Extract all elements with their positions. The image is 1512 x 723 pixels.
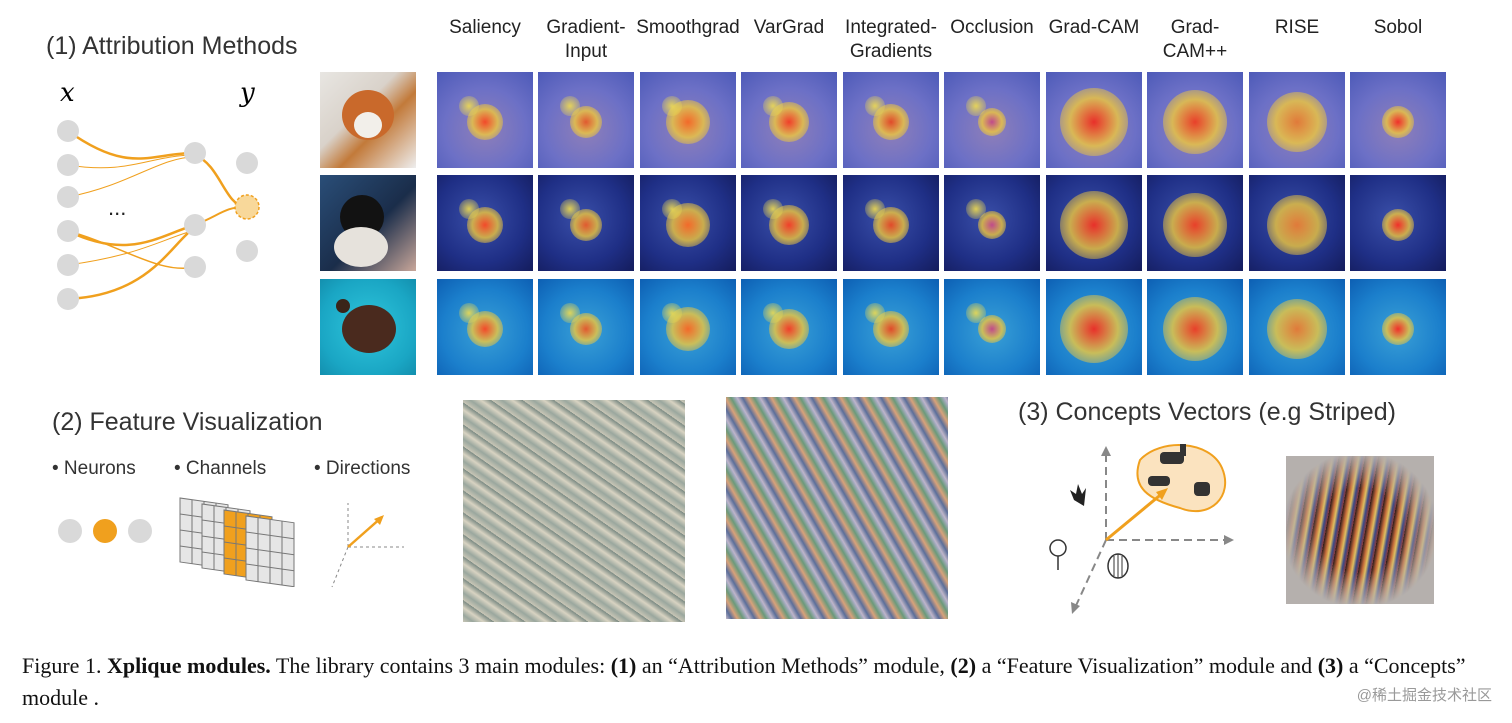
attribution-heatmap — [741, 175, 837, 271]
heat-spot — [1163, 90, 1227, 154]
mixed-feature-image — [726, 397, 948, 619]
method-label: Sobol — [1373, 17, 1423, 38]
heat-spot — [1267, 92, 1327, 152]
heat-spot — [560, 303, 580, 323]
original-cat-image — [320, 175, 416, 271]
attribution-heatmap — [1350, 175, 1446, 271]
heat-spot — [1060, 88, 1128, 156]
directions-icon — [331, 503, 404, 588]
heat-spot — [763, 303, 783, 323]
attribution-heatmap — [538, 175, 634, 271]
attribution-heatmap — [640, 175, 736, 271]
method-label: Grad- CAM++ — [1162, 17, 1228, 62]
network-diagram: x y ... — [57, 78, 260, 310]
attribution-heatmap — [843, 279, 939, 375]
heat-spot — [662, 96, 682, 116]
attribution-heatmap — [640, 279, 736, 375]
attribution-heatmap — [437, 279, 533, 375]
striped-concept-image — [1286, 456, 1434, 604]
attribution-heatmap — [944, 72, 1040, 168]
x-symbol: x — [60, 78, 75, 108]
attribution-heatmap — [1350, 72, 1446, 168]
method-label: VarGrad — [753, 17, 825, 38]
attribution-heatmap — [1046, 72, 1142, 168]
original-fox-image — [320, 72, 416, 168]
ellipsis: ... — [108, 195, 126, 220]
zebra-icon — [1160, 444, 1186, 464]
original-turtle-image — [320, 279, 416, 375]
method-label: Occlusion — [950, 17, 1034, 38]
attribution-heatmap — [1147, 175, 1243, 271]
attribution-heatmap — [640, 72, 736, 168]
attribution-heatmap — [944, 175, 1040, 271]
attribution-heatmap — [437, 72, 533, 168]
attribution-heatmap — [1249, 279, 1345, 375]
heat-spot — [459, 96, 479, 116]
attribution-heatmap — [1249, 72, 1345, 168]
method-label: Gradient- Input — [546, 17, 626, 62]
heat-spot — [865, 303, 885, 323]
attribution-heatmap — [1147, 279, 1243, 375]
attribution-heatmap — [741, 279, 837, 375]
heat-spot — [1382, 313, 1414, 345]
heat-spot — [865, 96, 885, 116]
heat-spot — [966, 303, 986, 323]
attribution-heatmap — [1046, 279, 1142, 375]
attribution-heatmap — [1046, 175, 1142, 271]
attribution-heatmap — [944, 279, 1040, 375]
heat-spot — [1382, 209, 1414, 241]
attribution-heatmap — [1350, 279, 1446, 375]
rope-feature-image — [463, 400, 685, 622]
heat-spot — [662, 303, 682, 323]
heat-spot — [560, 96, 580, 116]
watermark: @稀土掘金技术社区 — [1356, 687, 1492, 704]
feature-visualization-title: (2) Feature Visualization — [52, 408, 323, 436]
concepts-diagram — [1049, 444, 1234, 614]
heat-spot — [1267, 195, 1327, 255]
attribution-heatmap — [843, 175, 939, 271]
attribution-heatmap — [1147, 72, 1243, 168]
method-label: RISE — [1274, 17, 1320, 38]
heat-spot — [966, 199, 986, 219]
figure-caption: Figure 1. Xplique modules. The library c… — [22, 653, 1466, 710]
neurons-icon — [58, 519, 152, 543]
heat-spot — [1060, 295, 1128, 363]
heat-spot — [763, 199, 783, 219]
heat-spot — [1267, 299, 1327, 359]
attribution-heatmap — [843, 72, 939, 168]
bullet-neurons: • Neurons — [52, 458, 136, 479]
attribution-heatmap — [741, 72, 837, 168]
attribution-heatmap — [437, 175, 533, 271]
attribution-methods-title: (1) Attribution Methods — [46, 32, 298, 60]
method-label: Integrated- Gradients — [845, 17, 937, 62]
attribution-heatmap — [538, 279, 634, 375]
concepts-vectors-title: (3) Concepts Vectors (e.g Striped) — [1018, 398, 1396, 426]
heat-spot — [865, 199, 885, 219]
method-label: Saliency — [449, 17, 521, 38]
bullet-channels: • Channels — [174, 458, 267, 479]
attribution-heatmap — [538, 72, 634, 168]
heat-spot — [1163, 297, 1227, 361]
heat-spot — [1060, 191, 1128, 259]
method-label: Smoothgrad — [636, 17, 740, 38]
attribution-heatmap — [1249, 175, 1345, 271]
method-label: Grad-CAM — [1048, 17, 1140, 38]
heat-spot — [1163, 193, 1227, 257]
heat-spot — [1382, 106, 1414, 138]
heat-spot — [459, 303, 479, 323]
bullet-directions: • Directions — [314, 458, 411, 479]
heat-spot — [966, 96, 986, 116]
channels-icon — [179, 497, 295, 587]
heat-spot — [662, 199, 682, 219]
heat-spot — [763, 96, 783, 116]
heat-spot — [560, 199, 580, 219]
y-symbol: y — [239, 78, 255, 108]
heat-spot — [459, 199, 479, 219]
